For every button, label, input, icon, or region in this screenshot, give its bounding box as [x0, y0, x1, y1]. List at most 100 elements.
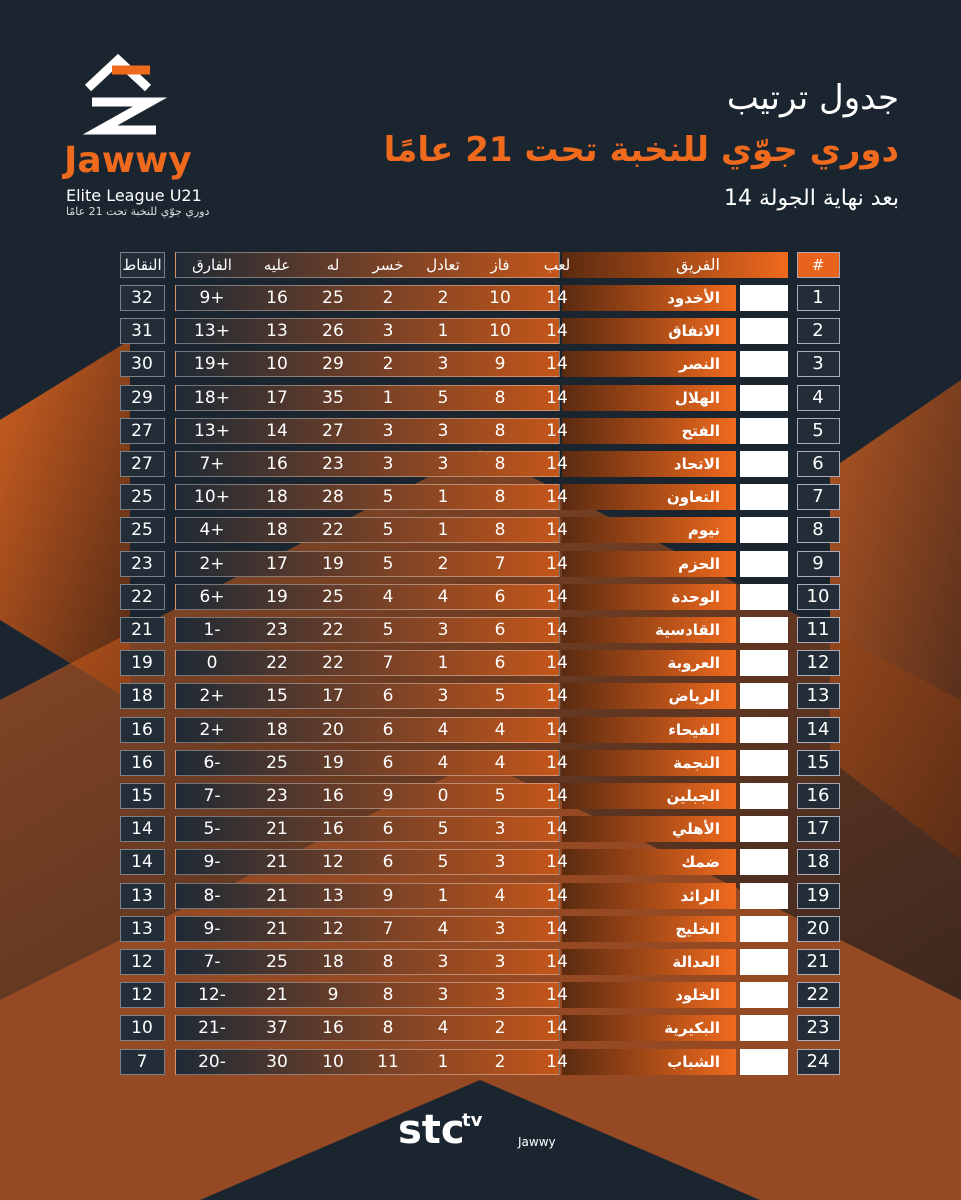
stat-cell: -20: [198, 1051, 226, 1072]
stat-cell: 7: [494, 553, 506, 574]
rank-box: [797, 982, 840, 1009]
team-name: الفتح: [681, 421, 720, 440]
logo-box: [740, 683, 788, 710]
stat-cell: 12: [806, 652, 830, 674]
stat-cell: 14: [546, 288, 568, 308]
team-name: الرائد: [680, 886, 720, 905]
column-header: #: [811, 256, 825, 274]
stat-cell: 13: [131, 918, 153, 939]
rank-box: [797, 583, 840, 610]
team-bar: [562, 849, 736, 876]
stat-cell: 23: [322, 454, 344, 474]
stat-cell: 18: [806, 851, 830, 873]
stat-cell: 6: [382, 852, 394, 873]
stat-cell: 3: [437, 454, 449, 474]
stat-cell: 6: [382, 719, 394, 740]
logo-box: [740, 650, 788, 677]
stat-cell: 3: [437, 620, 449, 640]
standings-table: # الفريق لعب فاز تعادل خسر له عليه الفارق النقاط 1…: [120, 252, 840, 1075]
stat-cell: +10: [194, 487, 230, 508]
team-bar: [562, 1048, 736, 1075]
rank-box: [797, 285, 840, 311]
stat-cell: 8: [494, 487, 506, 508]
stats-bar: [175, 417, 560, 444]
stat-cell: 27: [322, 420, 344, 441]
stat-cell: 7: [812, 486, 824, 508]
stat-cell: 25: [266, 752, 288, 773]
points-box: [120, 716, 165, 743]
logo-box: [740, 583, 788, 610]
stat-cell: 2: [382, 354, 394, 375]
stat-cell: 5: [812, 419, 824, 441]
rank-box: [797, 1048, 840, 1075]
stat-cell: 23: [266, 620, 288, 640]
points-box: [120, 849, 165, 876]
stat-cell: 22: [806, 984, 830, 1006]
stat-cell: 17: [806, 818, 830, 840]
rank-box: [797, 451, 840, 477]
stat-cell: 8: [494, 520, 506, 541]
stat-cell: 7: [382, 918, 394, 939]
stat-cell: 14: [546, 354, 568, 375]
column-header: له: [326, 256, 340, 274]
logo-box: [740, 318, 788, 345]
stat-cell: 16: [322, 1018, 344, 1039]
stat-cell: 12: [131, 952, 153, 972]
points-box: [120, 517, 165, 544]
stat-cell: 10: [806, 585, 830, 607]
column-header: تعادل: [426, 256, 460, 274]
stat-cell: 16: [266, 454, 288, 474]
stat-cell: +2: [199, 553, 225, 574]
stat-cell: 14: [546, 1018, 568, 1039]
stat-cell: 3: [382, 420, 394, 441]
stat-cell: -7: [203, 952, 221, 972]
stat-cell: 2: [494, 1051, 506, 1072]
logo-box: [740, 351, 788, 378]
stat-cell: 3: [437, 354, 449, 375]
stat-cell: 5: [437, 387, 449, 408]
stats-bar: [175, 816, 560, 843]
stat-cell: 3: [494, 819, 506, 840]
points-box: [120, 683, 165, 710]
rank-box: [797, 417, 840, 444]
team-bar: [562, 749, 736, 776]
stat-cell: 32: [131, 288, 153, 308]
stat-cell: 30: [266, 1051, 288, 1072]
points-box: [120, 550, 165, 577]
points-box: [120, 451, 165, 477]
stat-cell: 19: [266, 586, 288, 607]
logo-box: [740, 783, 788, 809]
stat-cell: 1: [437, 1051, 449, 1072]
team-bar: [562, 252, 788, 278]
stat-cell: 6: [382, 819, 394, 840]
column-header: خسر: [372, 256, 404, 274]
stat-cell: 21: [131, 620, 153, 640]
stat-cell: 18: [131, 686, 153, 707]
stat-cell: +18: [194, 387, 230, 408]
stat-cell: 8: [494, 387, 506, 408]
logo-box: [740, 550, 788, 577]
stat-cell: 1: [437, 487, 449, 508]
stat-cell: 7: [136, 1051, 148, 1072]
stats-bar: [175, 285, 560, 311]
stat-cell: 9: [382, 885, 394, 906]
stat-cell: 31: [131, 321, 153, 342]
team-name: العروبة: [667, 654, 720, 673]
stat-cell: 14: [546, 553, 568, 574]
stat-cell: 15: [806, 751, 830, 773]
team-bar: [562, 683, 736, 710]
stat-cell: 16: [131, 752, 153, 773]
stat-cell: 14: [546, 885, 568, 906]
stat-cell: 29: [322, 354, 344, 375]
rank-box: [797, 384, 840, 411]
stat-cell: 3: [494, 918, 506, 939]
stat-cell: +7: [199, 454, 225, 474]
stat-cell: 5: [494, 686, 506, 707]
rank-box: [797, 252, 840, 278]
stats-bar: [175, 351, 560, 378]
stat-cell: +19: [194, 354, 230, 375]
team-name: الوحدة: [671, 587, 720, 606]
stat-cell: 19: [131, 653, 153, 674]
stat-cell: 14: [546, 520, 568, 541]
points-box: [120, 783, 165, 809]
